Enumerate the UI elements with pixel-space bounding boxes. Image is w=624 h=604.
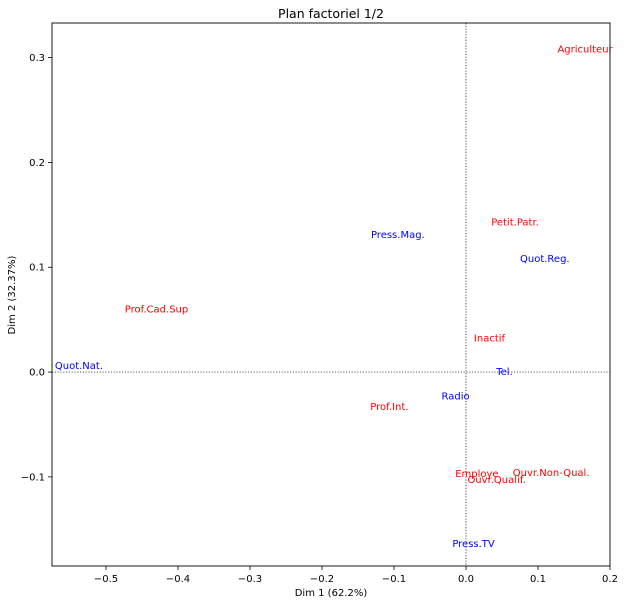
x-tick-label: 0.0: [458, 574, 474, 585]
x-axis-label: Dim 1 (62.2%): [295, 588, 368, 599]
point-label: Employe: [455, 469, 498, 480]
y-tick-label: 0.3: [29, 53, 45, 64]
point-label: Radio: [442, 391, 470, 402]
point-label: Prof.Int.: [370, 402, 408, 413]
point-label: Tel.: [495, 367, 513, 378]
y-axis-label: Dim 2 (32.37%): [7, 255, 18, 334]
x-tick-label: −0.4: [166, 574, 190, 585]
x-tick-label: −0.5: [94, 574, 118, 585]
x-tick-label: −0.2: [310, 574, 334, 585]
y-tick-label: −0.1: [21, 472, 45, 483]
x-tick-label: 0.2: [602, 574, 618, 585]
y-tick-label: 0.1: [29, 263, 45, 274]
point-label: Inactif: [474, 334, 506, 345]
point-label: Ouvr.Non-Qual.: [513, 468, 590, 479]
point-label: Quot.Nat.: [55, 361, 103, 372]
x-tick-label: −0.1: [382, 574, 406, 585]
point-label: Petit.Patr.: [491, 217, 539, 228]
chart-title: Plan factoriel 1/2: [278, 6, 384, 21]
point-label: Press.Mag.: [371, 230, 425, 241]
point-label: Quot.Reg.: [520, 254, 570, 265]
point-label: Ouvr.Qualif.: [467, 475, 525, 486]
plot-area: [52, 23, 610, 566]
plot-frame: [51, 22, 611, 567]
y-tick-label: 0.0: [29, 368, 45, 379]
point-label: Prof.Cad.Sup: [125, 304, 189, 315]
y-tick-label: 0.2: [29, 158, 45, 169]
point-label: Agriculteur: [557, 44, 613, 55]
x-tick-label: 0.1: [530, 574, 546, 585]
x-tick-label: −0.3: [238, 574, 262, 585]
point-label: Press.TV: [452, 539, 495, 550]
